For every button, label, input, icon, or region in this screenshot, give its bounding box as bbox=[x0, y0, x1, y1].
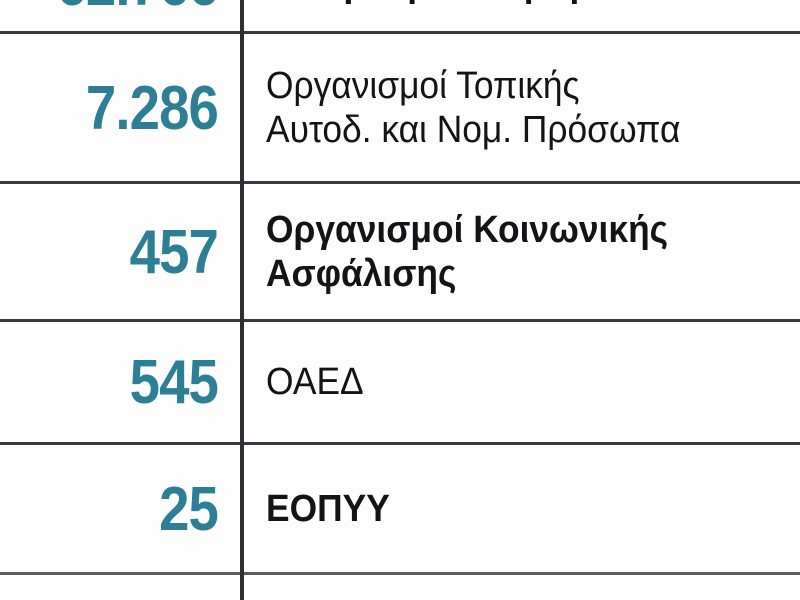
row-entity-label-line1: ΕΟΠΥΥ bbox=[266, 487, 390, 530]
row-count-value: 545 bbox=[129, 348, 219, 417]
row-entity-label: ΟΑΕΔ bbox=[240, 361, 761, 404]
row-divider bbox=[0, 442, 800, 445]
row-entity-label-line2: Αυτοδ. και Νομ. Πρόσωπα bbox=[266, 108, 681, 151]
row-entity-label: Κεντρική Διοίκηση bbox=[240, 0, 761, 7]
row-entity-label: ΕΟΠΥΥ bbox=[240, 488, 761, 531]
row-entity-label-line1: Οργανισμοί Τοπικής bbox=[266, 65, 580, 108]
row-count-value: 25 bbox=[159, 474, 219, 544]
table-row: 25 ΕΟΠΥΥ bbox=[0, 446, 800, 573]
row-divider bbox=[0, 31, 800, 34]
row-entity-label-line1: Κεντρική Διοίκηση bbox=[266, 0, 761, 7]
row-count-value: 7.286 bbox=[85, 73, 219, 143]
row-entity-label: Οργανισμοί Τοπικής Αυτοδ. και Νομ. Πρόσω… bbox=[240, 65, 761, 152]
row-entity-label: Οργανισμοί Κοινωνικής Ασφάλισης bbox=[240, 209, 761, 296]
table-row: 7.286 Οργανισμοί Τοπικής Αυτοδ. και Νομ.… bbox=[0, 35, 800, 182]
table-row: 457 Οργανισμοί Κοινωνικής Ασφάλισης bbox=[0, 185, 800, 320]
row-divider bbox=[0, 319, 800, 322]
row-count-value: 62.766 bbox=[29, 0, 240, 16]
row-entity-label-line2: Ασφάλισης bbox=[266, 252, 457, 295]
row-divider bbox=[0, 181, 800, 184]
row-count-value: 457 bbox=[129, 217, 219, 287]
table-row: 545 ΟΑΕΔ bbox=[0, 323, 800, 443]
row-entity-label-line1: Οργανισμοί Κοινωνικής bbox=[266, 209, 669, 252]
table-row bbox=[0, 576, 800, 600]
column-divider bbox=[240, 0, 244, 600]
table-row: 62.766 Κεντρική Διοίκηση bbox=[0, 0, 800, 32]
row-divider bbox=[0, 572, 800, 575]
row-entity-label-line1: ΟΑΕΔ bbox=[266, 361, 364, 404]
